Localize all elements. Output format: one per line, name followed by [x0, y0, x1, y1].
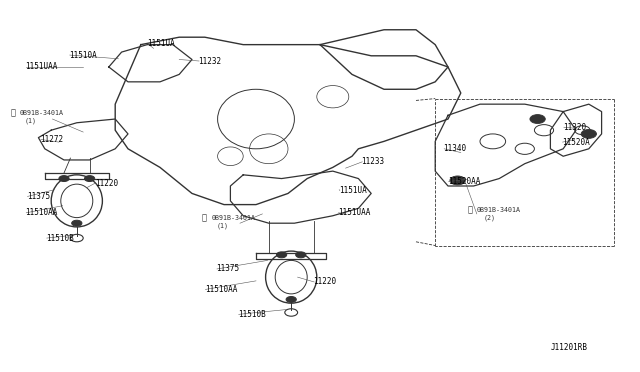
Text: 1151UA: 1151UA [147, 39, 175, 48]
Text: 1151UA: 1151UA [339, 186, 367, 195]
Circle shape [581, 129, 596, 138]
Text: 11510B: 11510B [46, 234, 74, 243]
Circle shape [84, 176, 95, 182]
Text: 0B91B-3401A: 0B91B-3401A [19, 110, 63, 116]
Circle shape [296, 252, 306, 258]
Text: Ⓝ: Ⓝ [202, 213, 207, 222]
Circle shape [59, 176, 69, 182]
Text: 11220: 11220 [95, 179, 118, 187]
Text: 11320: 11320 [563, 123, 586, 132]
Text: 11272: 11272 [40, 135, 63, 144]
Text: 11232: 11232 [198, 57, 221, 65]
Text: Ⓝ: Ⓝ [467, 205, 472, 214]
Text: 11220: 11220 [314, 278, 337, 286]
Circle shape [276, 252, 287, 258]
Text: 1151UAA: 1151UAA [338, 208, 371, 217]
Text: (1): (1) [216, 223, 228, 229]
Text: 11233: 11233 [362, 157, 385, 166]
Text: (2): (2) [483, 215, 495, 221]
Text: 11340: 11340 [444, 144, 467, 153]
Text: 0B91B-3401A: 0B91B-3401A [211, 215, 255, 221]
Text: 11520A: 11520A [562, 138, 589, 147]
Text: (1): (1) [24, 118, 36, 124]
Text: 1151UAA: 1151UAA [26, 62, 58, 71]
Text: 11375: 11375 [216, 264, 239, 273]
Text: 11510A: 11510A [69, 51, 97, 60]
Circle shape [450, 176, 465, 185]
Text: 11375: 11375 [27, 192, 50, 201]
Circle shape [530, 115, 545, 124]
Text: 0B91B-3401A: 0B91B-3401A [477, 207, 521, 213]
Text: 11510AA: 11510AA [26, 208, 58, 217]
Circle shape [72, 220, 82, 226]
Text: 11510AA: 11510AA [205, 285, 237, 294]
Text: J11201RB: J11201RB [550, 343, 588, 352]
Circle shape [286, 296, 296, 302]
Text: Ⓝ: Ⓝ [10, 108, 15, 117]
Text: 11520AA: 11520AA [448, 177, 481, 186]
Text: 11510B: 11510B [238, 310, 266, 319]
